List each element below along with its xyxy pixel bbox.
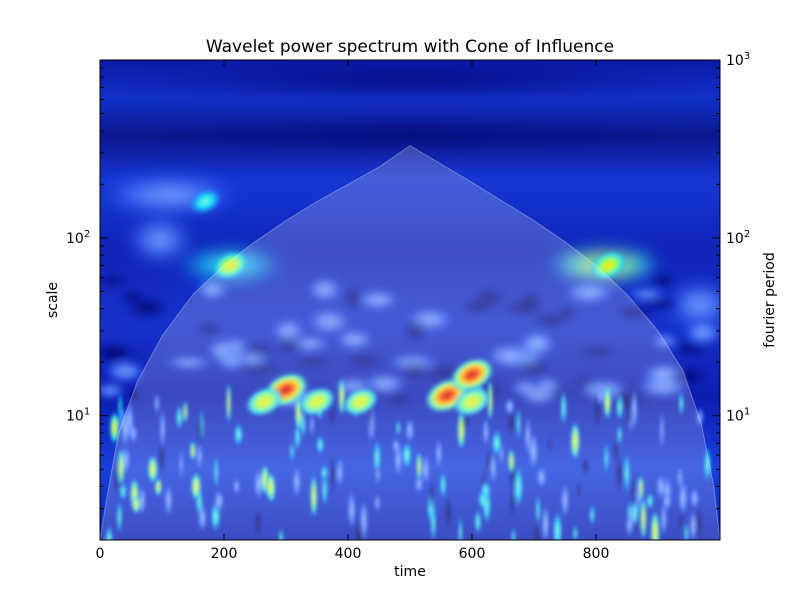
power-hotspot-9 xyxy=(212,251,249,280)
power-hotspots xyxy=(147,188,627,501)
y2-axis-ticks: 101 102 103 xyxy=(712,51,750,510)
power-hotspot-12 xyxy=(452,386,492,417)
x-tick-label: 200 xyxy=(211,546,238,562)
power-hotspot-2 xyxy=(449,357,495,393)
y-axis-label: scale xyxy=(45,282,61,318)
left-tick-label: 101 xyxy=(66,407,90,425)
left-tick-label: 102 xyxy=(66,229,90,247)
power-hotspot-6 xyxy=(147,455,158,484)
y2-axis-label: fourier period xyxy=(762,252,778,347)
power-hotspot-8 xyxy=(265,472,276,501)
power-hotspot-3 xyxy=(245,386,284,417)
power-texture xyxy=(100,68,720,540)
x-tick-label: 400 xyxy=(335,546,362,562)
power-hotspot-10 xyxy=(589,250,627,281)
wavelet-power-heatmap xyxy=(100,60,720,540)
x-axis-ticks: 0 200 400 600 800 xyxy=(96,60,610,562)
power-hotspot-7 xyxy=(191,472,202,501)
x-tick-label: 0 xyxy=(96,546,105,562)
chart-title: Wavelet power spectrum with Cone of Infl… xyxy=(206,37,614,57)
y-axis-ticks: 101 102 xyxy=(66,67,108,510)
power-hotspot-11 xyxy=(188,188,223,215)
power-hotspot-4 xyxy=(298,386,336,417)
x-tick-label: 800 xyxy=(583,546,610,562)
power-hotspot-5 xyxy=(342,387,379,416)
cone-of-influence-shade xyxy=(100,145,720,540)
x-tick-label: 600 xyxy=(459,546,486,562)
right-tick-label: 103 xyxy=(726,51,750,69)
right-tick-label: 101 xyxy=(726,407,750,425)
plot-frame xyxy=(99,59,721,541)
power-hotspot-13 xyxy=(401,441,412,470)
x-axis-label: time xyxy=(394,564,426,580)
power-hotspot-14 xyxy=(491,429,502,458)
right-tick-label: 102 xyxy=(726,229,750,247)
